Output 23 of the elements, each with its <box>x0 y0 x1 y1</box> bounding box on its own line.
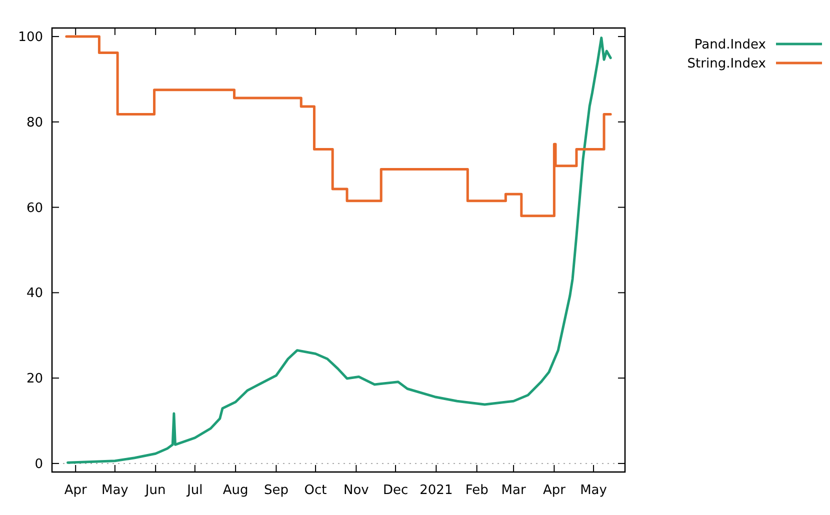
x-tick-label: 2021 <box>420 483 453 498</box>
x-tick-label: Feb <box>465 483 488 498</box>
x-tick-label: May <box>580 483 608 498</box>
x-tick-label: Aug <box>222 483 248 498</box>
x-tick-label: Oct <box>304 483 327 498</box>
y-tick-label: 60 <box>26 200 43 216</box>
x-tick-label: Apr <box>64 483 88 498</box>
y-tick-label: 100 <box>18 30 43 46</box>
y-tick-label: 40 <box>26 286 43 302</box>
x-tick-label: Jun <box>144 483 166 498</box>
x-tick-label: Dec <box>382 483 408 498</box>
x-tick-label: Sep <box>264 483 288 498</box>
x-tick-label: Nov <box>344 483 370 498</box>
x-tick-label: May <box>101 483 129 498</box>
x-tick-label: Apr <box>542 483 566 498</box>
y-tick-label: 80 <box>26 115 43 130</box>
line-series <box>66 36 612 464</box>
x-tick-label: Jul <box>186 483 203 498</box>
y-tick-label: 0 <box>34 457 43 472</box>
legend-label: Pand.Index <box>694 38 766 53</box>
legend-label: String.Index <box>687 56 766 72</box>
y-tick-label: 20 <box>26 372 43 387</box>
x-tick-label: Mar <box>501 483 526 498</box>
